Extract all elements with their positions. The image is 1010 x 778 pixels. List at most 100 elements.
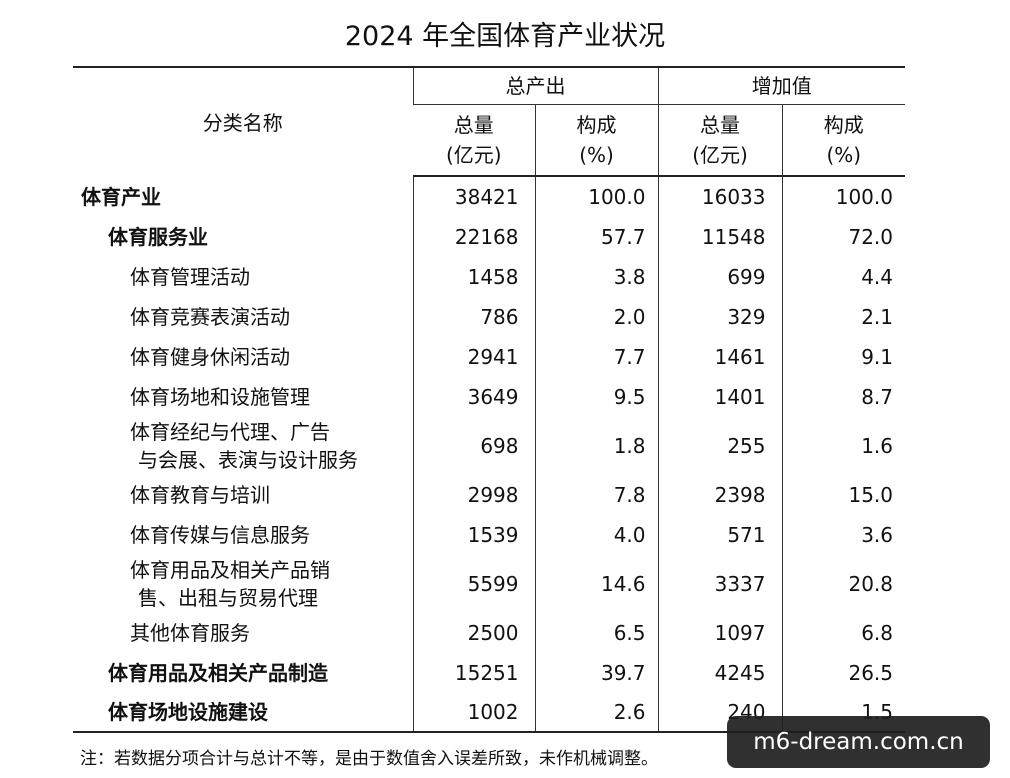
row-label: 体育服务业	[73, 217, 413, 257]
row-label: 体育场地设施建设	[73, 693, 413, 733]
name-header: 分类名称	[73, 66, 413, 176]
sub-header: 总量 (亿元)	[657, 104, 782, 177]
row-label-line: 其他体育服务	[130, 621, 250, 645]
cell: 255	[657, 417, 782, 475]
cell: 2941	[412, 337, 535, 377]
cell: 4.4	[781, 257, 905, 297]
table-row: 体育场地和设施管理 3649 9.5 1401 8.7	[73, 377, 905, 417]
cell: 6.5	[534, 613, 658, 653]
cell: 786	[412, 297, 535, 337]
cell: 1.8	[534, 417, 658, 475]
group-header: 增加值	[657, 66, 905, 105]
cell: 4245	[657, 653, 782, 693]
sub-header-line: 构成	[576, 113, 617, 137]
cell: 1539	[412, 515, 535, 555]
cell: 3.8	[534, 257, 658, 297]
cell: 22168	[412, 217, 535, 257]
cell: 9.1	[781, 337, 905, 377]
cell: 14.6	[534, 555, 658, 613]
cell: 38421	[412, 176, 535, 217]
row-label: 体育产业	[73, 176, 413, 217]
row-label-line: 体育健身休闲活动	[130, 345, 290, 369]
sub-header: 构成 (%)	[534, 104, 658, 177]
cell: 1.6	[781, 417, 905, 475]
cell: 6.8	[781, 613, 905, 653]
row-label-line: 售、出租与贸易代理	[138, 586, 318, 610]
table-row: 体育用品及相关产品销 售、出租与贸易代理 5599 14.6 3337 20.8	[73, 555, 905, 613]
row-label: 体育传媒与信息服务	[73, 515, 413, 555]
cell: 2.6	[534, 693, 658, 733]
table-row: 体育传媒与信息服务 1539 4.0 571 3.6	[73, 515, 905, 555]
row-label-line: 体育用品及相关产品销	[130, 558, 330, 582]
row-label-line: 体育用品及相关产品制造	[108, 661, 328, 685]
cell: 2.0	[534, 297, 658, 337]
cell: 3.6	[781, 515, 905, 555]
cell: 100.0	[781, 176, 905, 217]
row-label-line: 体育经纪与代理、广告	[130, 420, 330, 444]
row-label-line: 体育管理活动	[130, 265, 250, 289]
cell: 16033	[657, 176, 782, 217]
sub-header-line: 总量	[453, 113, 494, 137]
cell: 7.8	[534, 475, 658, 515]
cell: 15251	[412, 653, 535, 693]
cell: 72.0	[781, 217, 905, 257]
cell: 2.1	[781, 297, 905, 337]
cell: 26.5	[781, 653, 905, 693]
cell: 9.5	[534, 377, 658, 417]
sub-header-line: 总量	[700, 113, 740, 137]
sub-header-line: (亿元)	[692, 143, 748, 167]
table-row: 其他体育服务 2500 6.5 1097 6.8	[73, 613, 905, 653]
cell: 1461	[657, 337, 782, 377]
row-label: 体育用品及相关产品制造	[73, 653, 413, 693]
cell: 5599	[412, 555, 535, 613]
cell: 7.7	[534, 337, 658, 377]
row-label-line: 体育服务业	[108, 225, 208, 249]
row-label: 体育经纪与代理、广告与会展、表演与设计服务	[73, 417, 413, 475]
table-body: 体育产业 38421 100.0 16033 100.0 体育服务业 22168 57.7 11…	[73, 176, 905, 733]
row-label: 体育场地和设施管理	[73, 377, 413, 417]
cell: 100.0	[534, 176, 658, 217]
row-label-line: 体育竞赛表演活动	[130, 305, 290, 329]
cell: 329	[657, 297, 782, 337]
cell: 4.0	[534, 515, 658, 555]
sub-header-line: (亿元)	[445, 143, 502, 167]
sub-header: 构成 (%)	[781, 104, 905, 177]
watermark: m6-dream.com.cn	[727, 716, 990, 768]
note: 注：若数据分项合计与总计不等，是由于数值舍入误差所致，未作机械调整。	[80, 749, 658, 769]
table: 分类名称 总产出 增加值 总量 (亿元) 构成 (%) 总量 (亿元) 构成 (%) 体育产业…	[73, 66, 905, 733]
table-row: 体育管理活动 1458 3.8 699 4.4	[73, 257, 905, 297]
table-row: 体育健身休闲活动 2941 7.7 1461 9.1	[73, 337, 905, 377]
table-row: 体育用品及相关产品制造 15251 39.7 4245 26.5	[73, 653, 905, 693]
cell: 571	[657, 515, 782, 555]
table-row: 体育产业 38421 100.0 16033 100.0	[73, 176, 905, 217]
cell: 699	[657, 257, 782, 297]
table-row: 体育教育与培训 2998 7.8 2398 15.0	[73, 475, 905, 515]
row-label-line: 与会展、表演与设计服务	[138, 448, 358, 472]
cell: 11548	[657, 217, 782, 257]
cell: 1401	[657, 377, 782, 417]
row-label-line: 体育场地和设施管理	[130, 385, 310, 409]
title: 2024 年全国体育产业状况	[344, 21, 666, 52]
row-label-line: 体育教育与培训	[130, 483, 270, 507]
row-label-line: 体育场地设施建设	[108, 700, 268, 724]
sub-header-line: 构成	[823, 113, 864, 137]
table-row: 体育竞赛表演活动 786 2.0 329 2.1	[73, 297, 905, 337]
sub-header: 总量 (亿元)	[413, 104, 535, 177]
cell: 2500	[412, 613, 535, 653]
row-label: 体育管理活动	[73, 257, 413, 297]
row-label: 体育健身休闲活动	[73, 337, 413, 377]
table-row: 体育经纪与代理、广告 与会展、表演与设计服务 698 1.8 255 1.6	[73, 417, 905, 475]
cell: 3649	[412, 377, 535, 417]
cell: 2998	[412, 475, 535, 515]
cell: 1097	[657, 613, 782, 653]
cell: 1458	[412, 257, 535, 297]
row-label: 其他体育服务	[73, 613, 413, 653]
row-label-line: 体育传媒与信息服务	[130, 523, 310, 547]
cell: 8.7	[781, 377, 905, 417]
row-label: 体育竞赛表演活动	[73, 297, 413, 337]
group-header: 总产出	[412, 66, 658, 105]
cell: 2398	[657, 475, 782, 515]
sub-header-line: (%)	[826, 143, 862, 167]
table-header: 分类名称 总产出 增加值 总量 (亿元) 构成 (%) 总量 (亿元) 构成 (%)	[73, 66, 905, 177]
